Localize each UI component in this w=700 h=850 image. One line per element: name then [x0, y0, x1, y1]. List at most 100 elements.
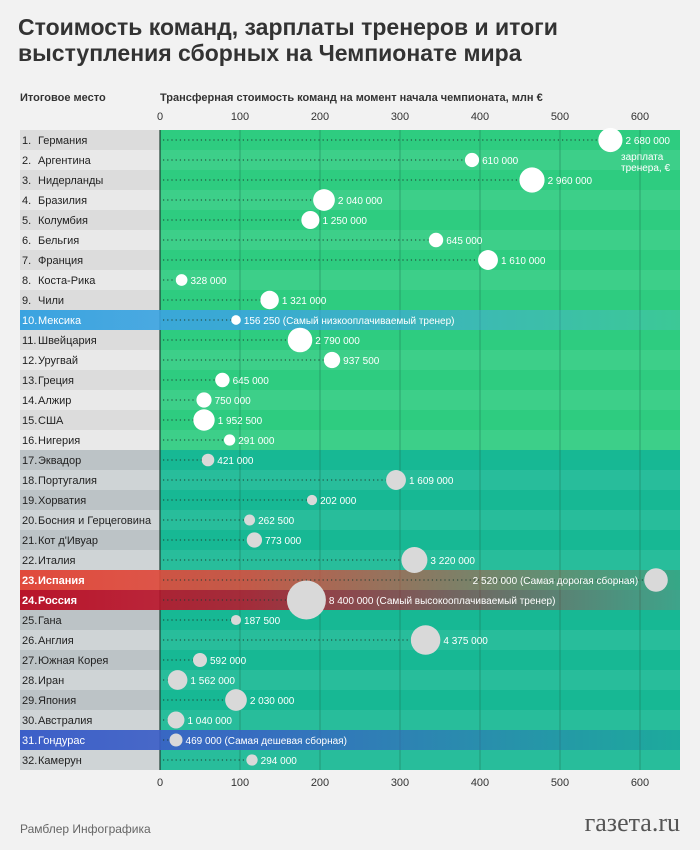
x-tick-label-bottom: 0	[157, 777, 163, 789]
label-row-band	[20, 230, 160, 250]
team-label: Хорватия	[38, 495, 86, 507]
rank-label: 11.	[22, 335, 36, 347]
team-label: Гана	[38, 615, 63, 627]
team-label: Южная Корея	[38, 655, 108, 667]
team-label: Нигерия	[38, 435, 80, 447]
salary-bubble	[193, 409, 215, 431]
team-label: Алжир	[38, 395, 71, 407]
salary-label: 1 952 500	[218, 416, 263, 427]
plot-row-band	[160, 190, 680, 210]
salary-bubble	[225, 689, 247, 711]
label-row-band	[20, 350, 160, 370]
rank-label: 19.	[22, 495, 37, 507]
salary-bubble	[519, 167, 545, 193]
rank-label: 18.	[22, 475, 37, 487]
chart-title: Стоимость команд, зарплаты тренеров и ит…	[18, 14, 558, 66]
label-row-band	[20, 270, 160, 290]
salary-bubble	[169, 733, 183, 747]
x-tick-label-top: 600	[631, 111, 649, 123]
salary-label: 328 000	[190, 276, 227, 287]
salary-bubble	[313, 189, 335, 211]
label-row-band	[20, 250, 160, 270]
salary-bubble	[223, 434, 236, 446]
team-label: Уругвай	[38, 355, 78, 367]
salary-label: 1 040 000	[187, 716, 232, 727]
rank-label: 31.	[22, 735, 37, 747]
plot-row-band	[160, 690, 680, 710]
rank-label: 12.	[22, 355, 37, 367]
plot-row-band	[160, 370, 680, 390]
rank-label: 4.	[22, 195, 31, 207]
salary-bubble	[301, 210, 320, 230]
salary-bubble	[260, 290, 279, 310]
rank-label: 15.	[22, 415, 37, 427]
x-tick-label-bottom: 300	[391, 777, 409, 789]
rank-label: 24.	[22, 595, 37, 607]
rank-label: 3.	[22, 175, 31, 187]
plot-row-band	[160, 290, 680, 310]
highlight-row-band	[20, 730, 680, 750]
label-row-band	[20, 650, 160, 670]
plot-row-band	[160, 470, 680, 490]
salary-label: 2 040 000	[338, 196, 383, 207]
team-label: Франция	[38, 255, 83, 267]
salary-bubble	[428, 232, 444, 248]
x-tick-label-top: 300	[391, 111, 409, 123]
salary-label: 1 250 000	[322, 216, 367, 227]
label-row-band	[20, 510, 160, 530]
label-row-band	[20, 750, 160, 770]
plot-row-band	[160, 670, 680, 690]
x-tick-label-bottom: 200	[311, 777, 329, 789]
label-row-band	[20, 190, 160, 210]
team-label: Эквадор	[38, 455, 81, 467]
label-row-band	[20, 610, 160, 630]
salary-label: 187 500	[244, 616, 281, 627]
rank-label: 9.	[22, 295, 31, 307]
rank-label: 2.	[22, 155, 31, 167]
label-row-band	[20, 290, 160, 310]
salary-label: 421 000	[217, 456, 254, 467]
team-label: Бразилия	[38, 195, 87, 207]
size-legend-line2: тренера, €	[621, 163, 670, 174]
x-axis-title: Трансферная стоимость команд на момент н…	[160, 92, 543, 104]
team-label: Кот д'Ивуар	[38, 535, 98, 547]
salary-label: 2 520 000 (Самая дорогая сборная)	[473, 575, 639, 587]
label-row-band	[20, 670, 160, 690]
team-label: Нидерланды	[38, 175, 103, 187]
plot-row-band	[160, 390, 680, 410]
label-row-band	[20, 150, 160, 170]
salary-bubble	[598, 127, 623, 153]
salary-bubble	[175, 274, 188, 286]
salary-bubble	[201, 453, 215, 467]
plot-row-band	[160, 330, 680, 350]
label-row-band	[20, 130, 160, 150]
salary-bubble	[306, 494, 318, 506]
x-tick-label-top: 0	[157, 111, 163, 123]
team-label: Гондурас	[38, 735, 85, 747]
rank-label: 21.	[22, 535, 37, 547]
plot-row-band	[160, 610, 680, 630]
salary-bubble	[323, 351, 341, 369]
salary-label: 2 680 000	[626, 136, 671, 147]
plot-row-band	[160, 650, 680, 670]
salary-label: 469 000 (Самая дешевая сборная)	[186, 735, 347, 747]
label-row-band	[20, 710, 160, 730]
salary-label: 294 000	[261, 756, 298, 767]
label-row-band	[20, 210, 160, 230]
salary-label: 645 000	[446, 236, 483, 247]
label-row-band	[20, 490, 160, 510]
team-label: Швейцария	[38, 335, 97, 347]
rank-label: 10.	[22, 315, 37, 327]
plot-row-band	[160, 530, 680, 550]
salary-label: 291 000	[238, 436, 275, 447]
salary-label: 202 000	[320, 496, 357, 507]
plot-row-band	[160, 750, 680, 770]
salary-bubble	[478, 250, 498, 270]
rank-label: 7.	[22, 255, 31, 267]
salary-bubble	[286, 580, 326, 620]
team-label: Колумбия	[38, 215, 88, 227]
salary-bubble	[231, 315, 241, 325]
team-label: Босния и Герцеговина	[38, 515, 152, 527]
x-tick-label-bottom: 400	[471, 777, 489, 789]
